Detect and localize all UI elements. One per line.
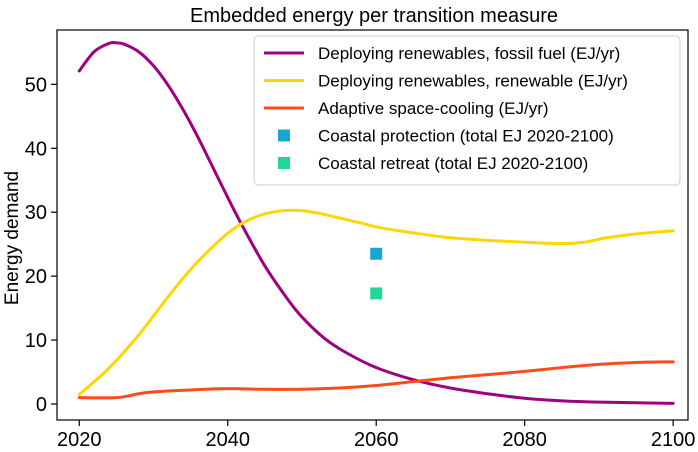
y-tick-label: 10	[25, 330, 47, 352]
legend-label-coastal-retreat-total-ej-2020-2100: Coastal retreat (total EJ 2020-2100)	[318, 154, 588, 173]
data-point-coastal-retreat-total-ej-2020-2100	[370, 287, 383, 300]
legend-box	[253, 35, 681, 186]
legend-label-adaptive-space-cooling-ej-yr: Adaptive space-cooling (EJ/yr)	[318, 99, 549, 118]
y-tick-label: 30	[25, 202, 47, 224]
x-tick-label: 2020	[57, 429, 102, 447]
axis-ticks: 2020 2040 2060 2080 2100 0 10 20 30 40 50	[25, 74, 696, 451]
chart-legend: Deploying renewables, fossil fuel (EJ/yr…	[253, 35, 681, 186]
legend-label-deploying-renewables-renewable-ej-yr: Deploying renewables, renewable (EJ/yr)	[318, 72, 628, 91]
plot-area	[56, 29, 689, 421]
legend-label-deploying-renewables-fossil-fuel-ej-yr: Deploying renewables, fossil fuel (EJ/yr…	[318, 44, 620, 63]
y-axis-label: Energy demand	[2, 171, 23, 305]
x-tick-label: 2060	[354, 429, 399, 447]
y-tick-label: 50	[25, 74, 47, 96]
legend-swatch-coastal-retreat-total-ej-2020-2100	[278, 157, 290, 169]
y-tick-label: 0	[36, 394, 47, 416]
x-tick-label: 2080	[502, 429, 547, 447]
legend-label-coastal-protection-total-ej-2020-2100: Coastal protection (total EJ 2020-2100)	[318, 127, 614, 146]
chart-title: Embedded energy per transition measure	[190, 5, 558, 27]
x-tick-label: 2040	[205, 429, 250, 447]
y-tick-label: 20	[25, 266, 47, 288]
y-tick-label: 40	[25, 138, 47, 160]
plot-frame	[56, 29, 689, 421]
series-line-deploying-renewables-renewable-ej-yr	[77, 208, 675, 396]
data-point-coastal-protection-total-ej-2020-2100	[370, 247, 383, 260]
x-tick-label: 2100	[651, 429, 696, 447]
series-line-adaptive-space-cooling-ej-yr	[77, 360, 675, 400]
legend-swatch-coastal-protection-total-ej-2020-2100	[278, 129, 290, 142]
series-line-deploying-renewables-fossil-fuel-ej-yr	[77, 41, 675, 405]
